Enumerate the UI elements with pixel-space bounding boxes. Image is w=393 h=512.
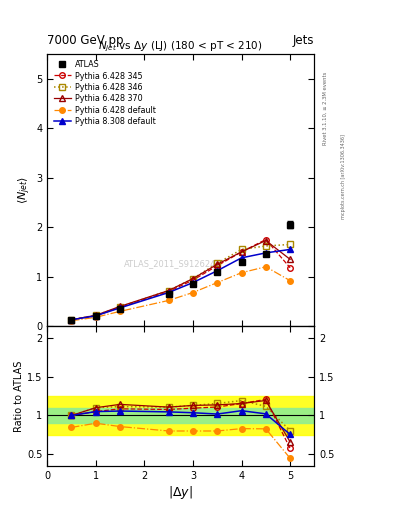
Y-axis label: Ratio to ATLAS: Ratio to ATLAS: [14, 360, 24, 432]
Title: $N_{jet}$ vs $\Delta y$ (LJ) (180 < pT < 210): $N_{jet}$ vs $\Delta y$ (LJ) (180 < pT <…: [99, 39, 263, 54]
Text: mcplots.cern.ch [arXiv:1306.3436]: mcplots.cern.ch [arXiv:1306.3436]: [341, 134, 346, 219]
Legend: ATLAS, Pythia 6.428 345, Pythia 6.428 346, Pythia 6.428 370, Pythia 6.428 defaul: ATLAS, Pythia 6.428 345, Pythia 6.428 34…: [51, 58, 159, 129]
Text: Jets: Jets: [293, 34, 314, 47]
Bar: [47, 396, 314, 435]
Text: 7000 GeV pp: 7000 GeV pp: [47, 34, 124, 47]
Y-axis label: $\langle N_{jet}\rangle$: $\langle N_{jet}\rangle$: [17, 176, 33, 204]
Bar: [47, 408, 314, 423]
Text: ATLAS_2011_S9126244: ATLAS_2011_S9126244: [124, 259, 222, 268]
Text: Rivet 3.1.10, ≥ 2.3M events: Rivet 3.1.10, ≥ 2.3M events: [322, 72, 327, 145]
X-axis label: $|\Delta y|$: $|\Delta y|$: [168, 483, 193, 501]
